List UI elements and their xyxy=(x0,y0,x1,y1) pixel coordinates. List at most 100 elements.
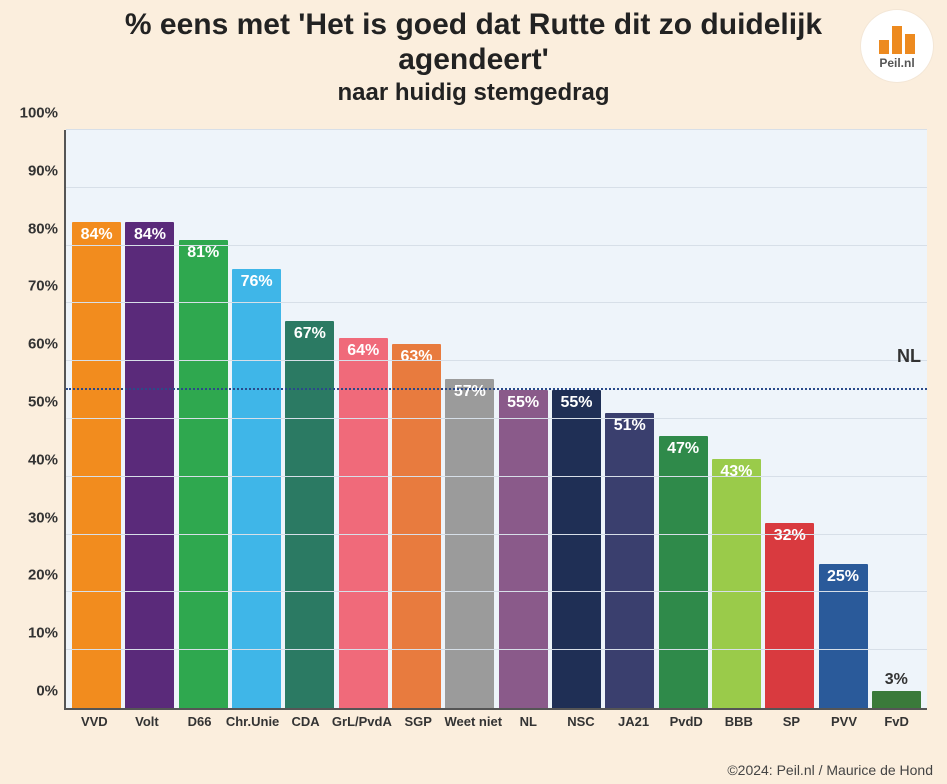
bar: 47% xyxy=(659,436,708,708)
logo-bar-icon xyxy=(892,26,902,54)
logo-bar-icon xyxy=(905,34,915,54)
bar-slot: 84% xyxy=(70,130,123,708)
bar-value-label: 55% xyxy=(552,394,601,412)
bar-value-label: 84% xyxy=(72,226,121,244)
y-axis-tick: 90% xyxy=(28,162,66,179)
peil-logo-text: Peil.nl xyxy=(879,56,914,70)
bar-value-label: 43% xyxy=(712,463,761,481)
bar-value-label: 55% xyxy=(499,394,548,412)
peil-logo: Peil.nl xyxy=(861,10,933,82)
x-axis-label: Chr.Unie xyxy=(226,710,279,734)
grid-line xyxy=(66,591,927,592)
peil-logo-bars xyxy=(879,24,915,54)
bar-slot: 67% xyxy=(283,130,336,708)
bar-slot: 76% xyxy=(230,130,283,708)
x-axis-label: PVV xyxy=(818,710,871,734)
bar-slot: 55% xyxy=(550,130,603,708)
bar-value-label: 67% xyxy=(285,325,334,343)
chart-area: 84%84%81%76%67%64%63%57%55%55%51%47%43%3… xyxy=(64,130,927,734)
bar-slot: 57% xyxy=(443,130,496,708)
x-axis-label: VVD xyxy=(68,710,121,734)
bar: 32% xyxy=(765,523,814,708)
bar-value-label: 32% xyxy=(765,527,814,545)
bar: 76% xyxy=(232,269,281,708)
bar: 64% xyxy=(339,338,388,708)
x-axis-label: PvdD xyxy=(660,710,713,734)
grid-line xyxy=(66,534,927,535)
bar-slot: 47% xyxy=(656,130,709,708)
y-axis-tick: 0% xyxy=(36,683,66,700)
x-axis-label: NL xyxy=(502,710,555,734)
logo-bar-icon xyxy=(879,40,889,54)
x-axis-label: CDA xyxy=(279,710,332,734)
bar: 43% xyxy=(712,459,761,708)
y-axis-tick: 30% xyxy=(28,509,66,526)
bar: 84% xyxy=(72,222,121,708)
y-axis-tick: 20% xyxy=(28,567,66,584)
bar-slot: 51% xyxy=(603,130,656,708)
bar: 3% xyxy=(872,691,921,708)
bar-value-label: 76% xyxy=(232,273,281,291)
bar: 51% xyxy=(605,413,654,708)
grid-line xyxy=(66,129,927,130)
x-axis-label: NSC xyxy=(555,710,608,734)
bar-slot: 81% xyxy=(177,130,230,708)
bar: 55% xyxy=(552,390,601,708)
bar-value-label: 25% xyxy=(819,568,868,586)
y-axis-tick: 10% xyxy=(28,625,66,642)
bar-value-label: 81% xyxy=(179,244,228,262)
x-axis-labels: VVDVoltD66Chr.UnieCDAGrL/PvdASGPWeet nie… xyxy=(64,710,927,734)
bar-value-label: 47% xyxy=(659,440,708,458)
bar-value-label: 57% xyxy=(445,383,494,401)
chart-subtitle: naar huidig stemgedrag xyxy=(0,79,947,107)
bar: 57% xyxy=(445,379,494,708)
x-axis-label: D66 xyxy=(173,710,226,734)
grid-line xyxy=(66,302,927,303)
grid-line xyxy=(66,360,927,361)
y-axis-tick: 100% xyxy=(20,105,66,122)
copyright-footer: ©2024: Peil.nl / Maurice de Hond xyxy=(727,762,933,778)
grid-line xyxy=(66,649,927,650)
bar-slot: 43% xyxy=(710,130,763,708)
bar-slot: 55% xyxy=(497,130,550,708)
bar-value-label: 63% xyxy=(392,348,441,366)
y-axis-tick: 50% xyxy=(28,394,66,411)
bar-slot: 84% xyxy=(123,130,176,708)
chart-header: % eens met 'Het is goed dat Rutte dit zo… xyxy=(0,8,947,107)
x-axis-label: SGP xyxy=(392,710,445,734)
y-axis-tick: 80% xyxy=(28,220,66,237)
x-axis-label: SP xyxy=(765,710,818,734)
bar: 81% xyxy=(179,240,228,708)
grid-line xyxy=(66,476,927,477)
bar-slot: 25% xyxy=(816,130,869,708)
bar-value-label: 64% xyxy=(339,342,388,360)
bar-slot: 63% xyxy=(390,130,443,708)
reference-line xyxy=(66,388,927,390)
bar: 55% xyxy=(499,390,548,708)
x-axis-label: Volt xyxy=(121,710,174,734)
bar: 84% xyxy=(125,222,174,708)
bar-slot: 64% xyxy=(337,130,390,708)
bar-slot: 32% xyxy=(763,130,816,708)
x-axis-label: JA21 xyxy=(607,710,660,734)
x-axis-label: FvD xyxy=(870,710,923,734)
bar-slot: 3% xyxy=(870,130,923,708)
bar: 63% xyxy=(392,344,441,708)
bar-value-label: 84% xyxy=(125,226,174,244)
reference-line-label: NL xyxy=(897,346,921,367)
y-axis-tick: 40% xyxy=(28,451,66,468)
plot-area: 84%84%81%76%67%64%63%57%55%55%51%47%43%3… xyxy=(64,130,927,710)
bar: 25% xyxy=(819,564,868,709)
y-axis-tick: 70% xyxy=(28,278,66,295)
x-axis-label: GrL/PvdA xyxy=(332,710,392,734)
x-axis-label: BBB xyxy=(712,710,765,734)
chart-title: % eens met 'Het is goed dat Rutte dit zo… xyxy=(0,8,947,77)
bar-value-label: 3% xyxy=(872,671,921,689)
grid-line xyxy=(66,418,927,419)
bar-value-label: 51% xyxy=(605,417,654,435)
y-axis-tick: 60% xyxy=(28,336,66,353)
grid-line xyxy=(66,187,927,188)
x-axis-label: Weet niet xyxy=(444,710,502,734)
bars-container: 84%84%81%76%67%64%63%57%55%55%51%47%43%3… xyxy=(66,130,927,708)
grid-line xyxy=(66,245,927,246)
